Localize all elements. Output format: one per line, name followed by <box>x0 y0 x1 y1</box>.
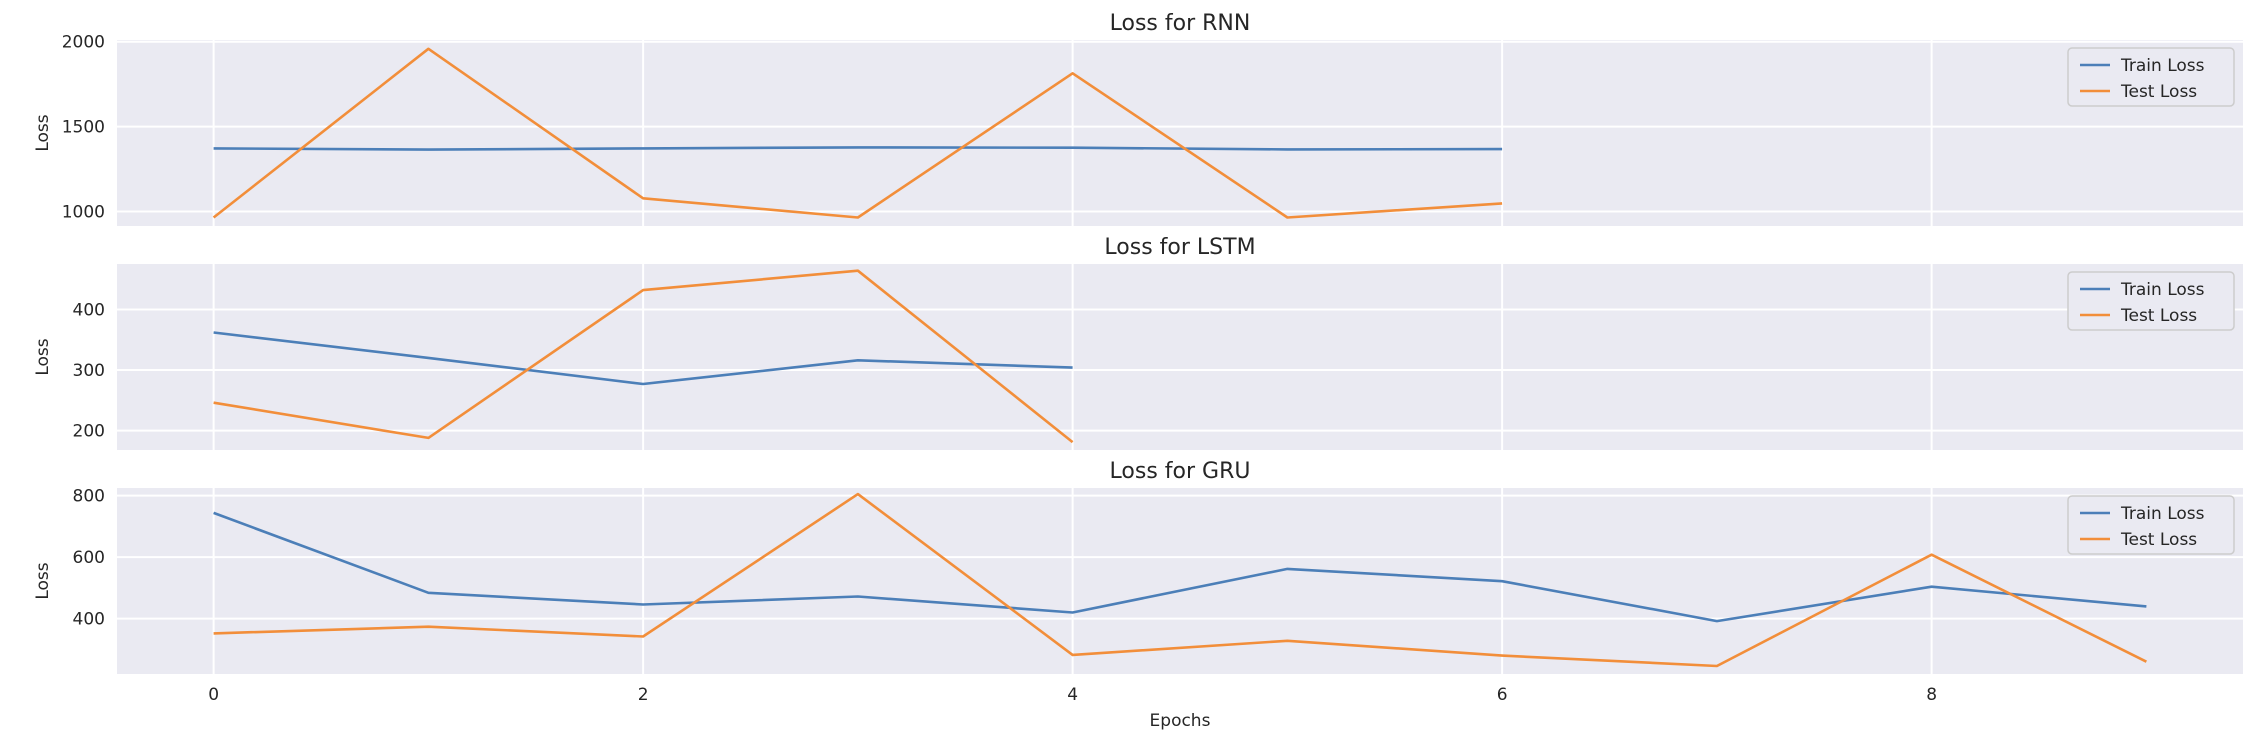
legend: Train Loss Test Loss <box>2067 271 2235 331</box>
legend-label: Train Loss <box>2120 504 2205 524</box>
series-line-test-loss <box>213 492 2147 668</box>
plot-area <box>117 264 2243 450</box>
x-axis-label: Epochs <box>1150 711 1211 731</box>
series-line-train-loss <box>213 146 1503 151</box>
chart-title: Loss for RNN <box>1110 11 1251 36</box>
legend-label: Test Loss <box>2120 530 2197 550</box>
legend-label: Train Loss <box>2120 280 2205 300</box>
y-tick-label: 1500 <box>62 118 105 138</box>
chart-title: Loss for GRU <box>1110 459 1251 484</box>
y-tick-label: 800 <box>73 487 105 507</box>
y-tick-label: 200 <box>73 422 105 442</box>
y-tick-label: 300 <box>73 361 105 381</box>
chart-title: Loss for LSTM <box>1104 235 1255 260</box>
plot-area <box>117 40 2243 226</box>
legend-label: Test Loss <box>2120 82 2197 102</box>
legend-label: Train Loss <box>2120 56 2205 76</box>
x-tick-label: 8 <box>1926 685 1937 705</box>
y-tick-label: 400 <box>73 610 105 630</box>
y-tick-label: 600 <box>73 548 105 568</box>
y-tick-label: 2000 <box>62 33 105 53</box>
series-line-train-loss <box>213 331 1073 386</box>
x-tick-label: 6 <box>1497 685 1508 705</box>
panel-rnn: 1000 1500 2000 Loss for RNN Loss Train Loss Te… <box>33 11 2243 226</box>
y-tick-label: 400 <box>73 300 105 320</box>
x-tick-label: 0 <box>208 685 219 705</box>
legend: Train Loss Test Loss <box>2067 495 2235 555</box>
series-line-test-loss <box>212 47 1503 219</box>
series-line-train-loss <box>213 511 2147 623</box>
legend: Train Loss Test Loss <box>2067 47 2235 107</box>
y-axis-label: Loss <box>33 338 53 375</box>
panel-gru: 400 600 800 0 2 4 6 8 Loss for GRU Loss Epochs Trai… <box>33 459 2243 731</box>
x-tick-label: 2 <box>638 685 649 705</box>
x-tick-label: 4 <box>1067 685 1078 705</box>
plot-area <box>117 488 2243 674</box>
panel-lstm: 200 300 400 Loss for LSTM Loss Train Loss Test… <box>33 235 2243 450</box>
y-axis-label: Loss <box>33 562 53 599</box>
y-axis-label: Loss <box>33 114 53 151</box>
y-tick-label: 1000 <box>62 203 105 223</box>
legend-label: Test Loss <box>2120 306 2197 326</box>
series-line-test-loss <box>213 269 1074 444</box>
